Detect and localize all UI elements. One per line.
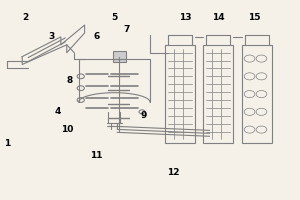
Text: 5: 5 bbox=[111, 13, 118, 22]
Text: 7: 7 bbox=[123, 24, 129, 33]
Text: 9: 9 bbox=[141, 111, 147, 120]
Text: 4: 4 bbox=[55, 107, 61, 116]
Text: 15: 15 bbox=[248, 13, 260, 22]
Bar bbox=[113, 51, 126, 62]
Text: 13: 13 bbox=[179, 13, 192, 22]
Bar bbox=[242, 45, 272, 143]
Text: 3: 3 bbox=[49, 32, 55, 41]
Bar bbox=[203, 45, 233, 143]
Text: 8: 8 bbox=[67, 76, 73, 85]
Text: 12: 12 bbox=[167, 168, 180, 177]
Text: 14: 14 bbox=[212, 13, 225, 22]
Text: 10: 10 bbox=[61, 125, 73, 134]
Text: 1: 1 bbox=[4, 139, 11, 148]
Text: 11: 11 bbox=[90, 151, 103, 160]
Bar bbox=[165, 45, 195, 143]
Text: 2: 2 bbox=[22, 13, 28, 22]
Text: 6: 6 bbox=[93, 32, 100, 41]
